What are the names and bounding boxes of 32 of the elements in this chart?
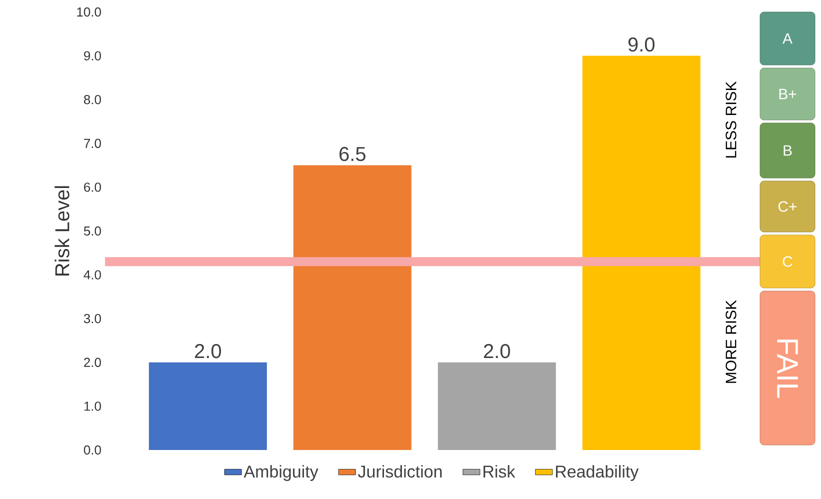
text: FAIL — [777, 340, 798, 398]
legend-label: Risk — [484, 465, 516, 478]
legend-label: Ambiguity — [244, 465, 318, 481]
data-label: 2.0 — [194, 344, 222, 358]
text: A — [782, 33, 792, 44]
y-tick-label: 7.0 — [84, 138, 101, 148]
annotation: MORE RISK — [726, 300, 736, 383]
bar — [582, 56, 700, 450]
text: B+ — [779, 88, 796, 100]
text: C+ — [778, 201, 797, 212]
legend-label: Readability — [556, 465, 639, 481]
y-tick-label: 8.0 — [84, 94, 101, 104]
bar — [148, 362, 267, 450]
y-tick-label: 2.0 — [84, 358, 101, 367]
bar — [293, 165, 412, 450]
text: C — [782, 256, 792, 267]
y-tick-label: 3.0 — [84, 314, 101, 324]
data-label: 2.0 — [484, 344, 510, 358]
y-tick-label: 10.0 — [77, 7, 101, 17]
data-label: 9.0 — [628, 37, 655, 52]
y-axis-title: Risk Level — [54, 186, 70, 276]
y-tick-label: 0.0 — [84, 445, 101, 455]
y-tick-label: 6.0 — [84, 182, 101, 192]
y-tick-label: 4.0 — [84, 270, 101, 280]
y-tick-label: 1.0 — [84, 402, 101, 411]
y-tick-label: 9.0 — [84, 51, 101, 60]
y-tick-label: 5.0 — [84, 226, 101, 236]
bar — [438, 362, 556, 450]
data-label: 6.5 — [340, 146, 366, 162]
annotation: LESS RISK — [726, 81, 736, 158]
text: B — [784, 145, 792, 156]
legend-label: Jurisdiction — [358, 465, 442, 478]
